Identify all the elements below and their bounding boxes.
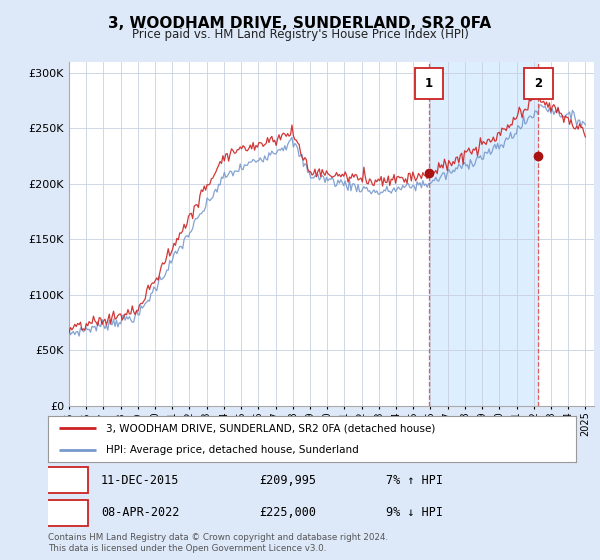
Text: 08-APR-2022: 08-APR-2022 [101, 506, 179, 519]
Text: 9% ↓ HPI: 9% ↓ HPI [386, 506, 443, 519]
FancyBboxPatch shape [524, 68, 553, 100]
Text: 7% ↑ HPI: 7% ↑ HPI [386, 474, 443, 487]
FancyBboxPatch shape [47, 467, 88, 493]
Text: 11-DEC-2015: 11-DEC-2015 [101, 474, 179, 487]
Text: £225,000: £225,000 [259, 506, 316, 519]
Text: 3, WOODHAM DRIVE, SUNDERLAND, SR2 0FA: 3, WOODHAM DRIVE, SUNDERLAND, SR2 0FA [109, 16, 491, 31]
Text: Price paid vs. HM Land Registry's House Price Index (HPI): Price paid vs. HM Land Registry's House … [131, 28, 469, 41]
Text: 2: 2 [63, 506, 72, 519]
Text: HPI: Average price, detached house, Sunderland: HPI: Average price, detached house, Sund… [106, 445, 359, 455]
Text: £209,995: £209,995 [259, 474, 316, 487]
FancyBboxPatch shape [415, 68, 443, 100]
Text: 2: 2 [535, 77, 542, 90]
FancyBboxPatch shape [47, 500, 88, 526]
Text: 1: 1 [425, 77, 433, 90]
Text: 3, WOODHAM DRIVE, SUNDERLAND, SR2 0FA (detached house): 3, WOODHAM DRIVE, SUNDERLAND, SR2 0FA (d… [106, 423, 436, 433]
Text: 1: 1 [63, 474, 72, 487]
Bar [429, 62, 538, 406]
Text: Contains HM Land Registry data © Crown copyright and database right 2024.
This d: Contains HM Land Registry data © Crown c… [48, 533, 388, 553]
